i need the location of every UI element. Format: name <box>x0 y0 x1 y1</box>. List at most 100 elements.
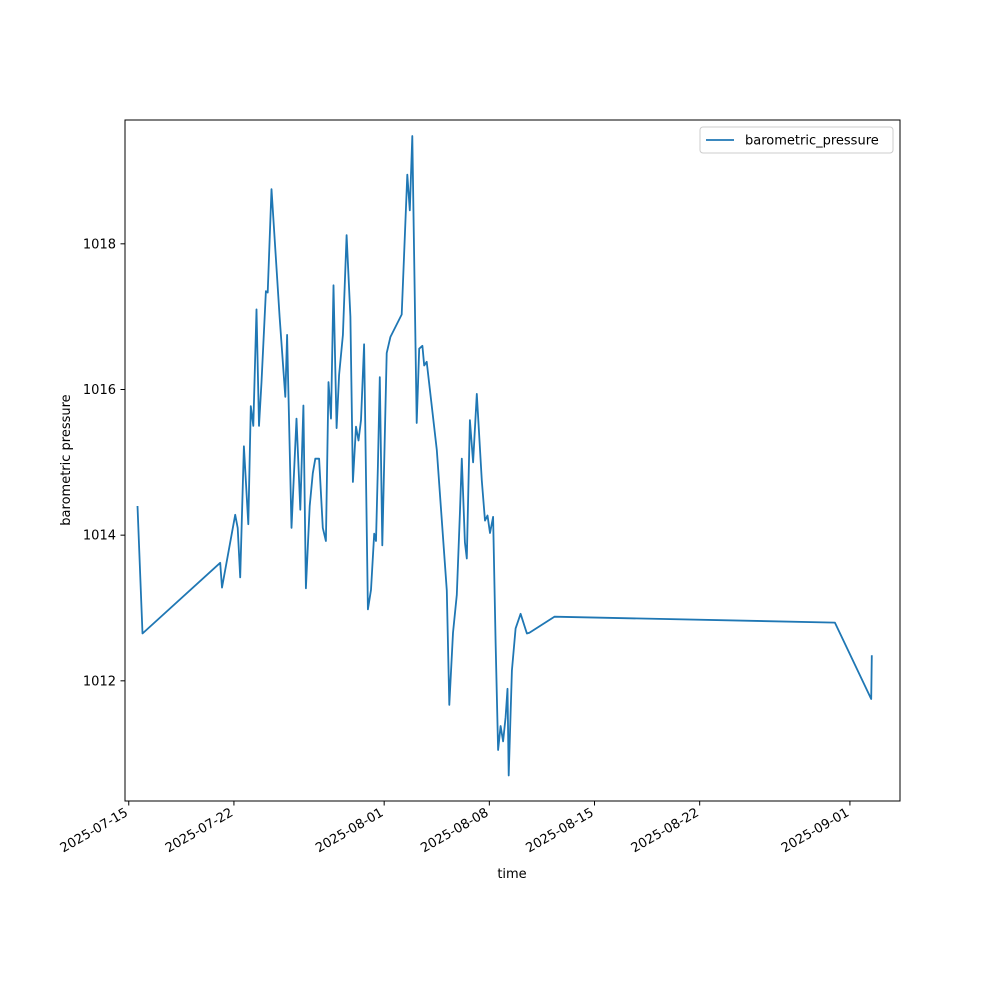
data-point <box>312 472 314 474</box>
data-point <box>286 334 288 336</box>
legend-box <box>699 126 894 154</box>
data-point <box>504 716 506 718</box>
data-point <box>502 740 504 742</box>
data-point <box>250 405 252 407</box>
data-point <box>472 461 474 463</box>
data-point <box>871 654 873 656</box>
data-point <box>327 381 329 383</box>
data-point <box>834 621 836 623</box>
data-point <box>452 632 454 634</box>
data-point <box>335 427 337 429</box>
data-point <box>494 641 496 643</box>
y-tick-label: 1016 <box>83 383 116 398</box>
data-point <box>255 308 257 310</box>
data-point <box>258 425 260 427</box>
data-point <box>295 417 297 419</box>
data-point <box>418 348 420 350</box>
data-point <box>345 234 347 236</box>
data-point <box>302 404 304 406</box>
data-point <box>436 449 438 451</box>
data-point <box>499 725 501 727</box>
data-point <box>330 417 332 419</box>
data-point <box>377 465 379 467</box>
data-point <box>375 540 377 542</box>
data-point <box>221 586 223 588</box>
data-point <box>352 481 354 483</box>
data-point <box>260 381 262 383</box>
data-point <box>421 345 423 347</box>
data-point <box>141 632 143 634</box>
data-point <box>426 361 428 363</box>
plot-area <box>136 135 873 777</box>
data-point <box>466 557 468 559</box>
legend-entry-label: barometric_pressure <box>745 134 879 149</box>
data-point <box>476 393 478 395</box>
data-point <box>270 188 272 190</box>
y-axis: 1012 1014 1016 1018 <box>83 237 125 689</box>
data-point <box>370 589 372 591</box>
data-point <box>332 284 334 286</box>
data-point <box>290 527 292 529</box>
data-point <box>409 209 411 211</box>
data-point <box>514 627 516 629</box>
data-point <box>528 632 530 634</box>
y-tick-label: 1012 <box>83 674 116 689</box>
data-point <box>386 352 388 354</box>
data-point <box>305 587 307 589</box>
data-point <box>322 527 324 529</box>
data-point <box>416 422 418 424</box>
data-point <box>234 514 236 516</box>
axes-frame <box>124 119 901 802</box>
data-point <box>448 704 450 706</box>
legend: barometric_pressure <box>699 126 894 154</box>
y-axis-label: barometric pressure <box>59 394 74 525</box>
data-point <box>526 632 528 634</box>
data-point <box>506 688 508 690</box>
data-point <box>469 419 471 421</box>
data-point <box>267 291 269 293</box>
data-point <box>243 445 245 447</box>
data-point <box>381 544 383 546</box>
data-point <box>489 532 491 534</box>
data-point <box>136 505 138 507</box>
data-point <box>284 396 286 398</box>
data-point <box>870 698 872 700</box>
data-point <box>511 669 513 671</box>
data-point <box>314 458 316 460</box>
y-tick-label: 1018 <box>83 237 116 252</box>
data-point <box>342 334 344 336</box>
data-point <box>492 516 494 518</box>
data-point <box>318 458 320 460</box>
data-point <box>484 519 486 521</box>
data-point <box>237 527 239 529</box>
data-point <box>464 541 466 543</box>
data-point <box>486 514 488 516</box>
data-point <box>423 364 425 366</box>
data-point <box>508 774 510 776</box>
data-point <box>481 479 483 481</box>
data-point <box>299 509 301 511</box>
data-point <box>349 316 351 318</box>
data-point <box>278 316 280 318</box>
data-point <box>338 374 340 376</box>
data-point <box>247 523 249 525</box>
data-point <box>309 505 311 507</box>
data-point <box>459 512 461 514</box>
data-point <box>406 173 408 175</box>
data-point <box>456 594 458 596</box>
data-point <box>325 540 327 542</box>
data-point <box>219 562 221 564</box>
series-layer <box>136 135 873 777</box>
data-point <box>411 135 413 137</box>
data-point <box>379 376 381 378</box>
data-point <box>553 616 555 618</box>
data-point <box>367 608 369 610</box>
data-point <box>252 425 254 427</box>
data-point <box>519 613 521 615</box>
data-point <box>357 439 359 441</box>
x-axis-label: time <box>497 867 526 882</box>
data-point <box>355 425 357 427</box>
